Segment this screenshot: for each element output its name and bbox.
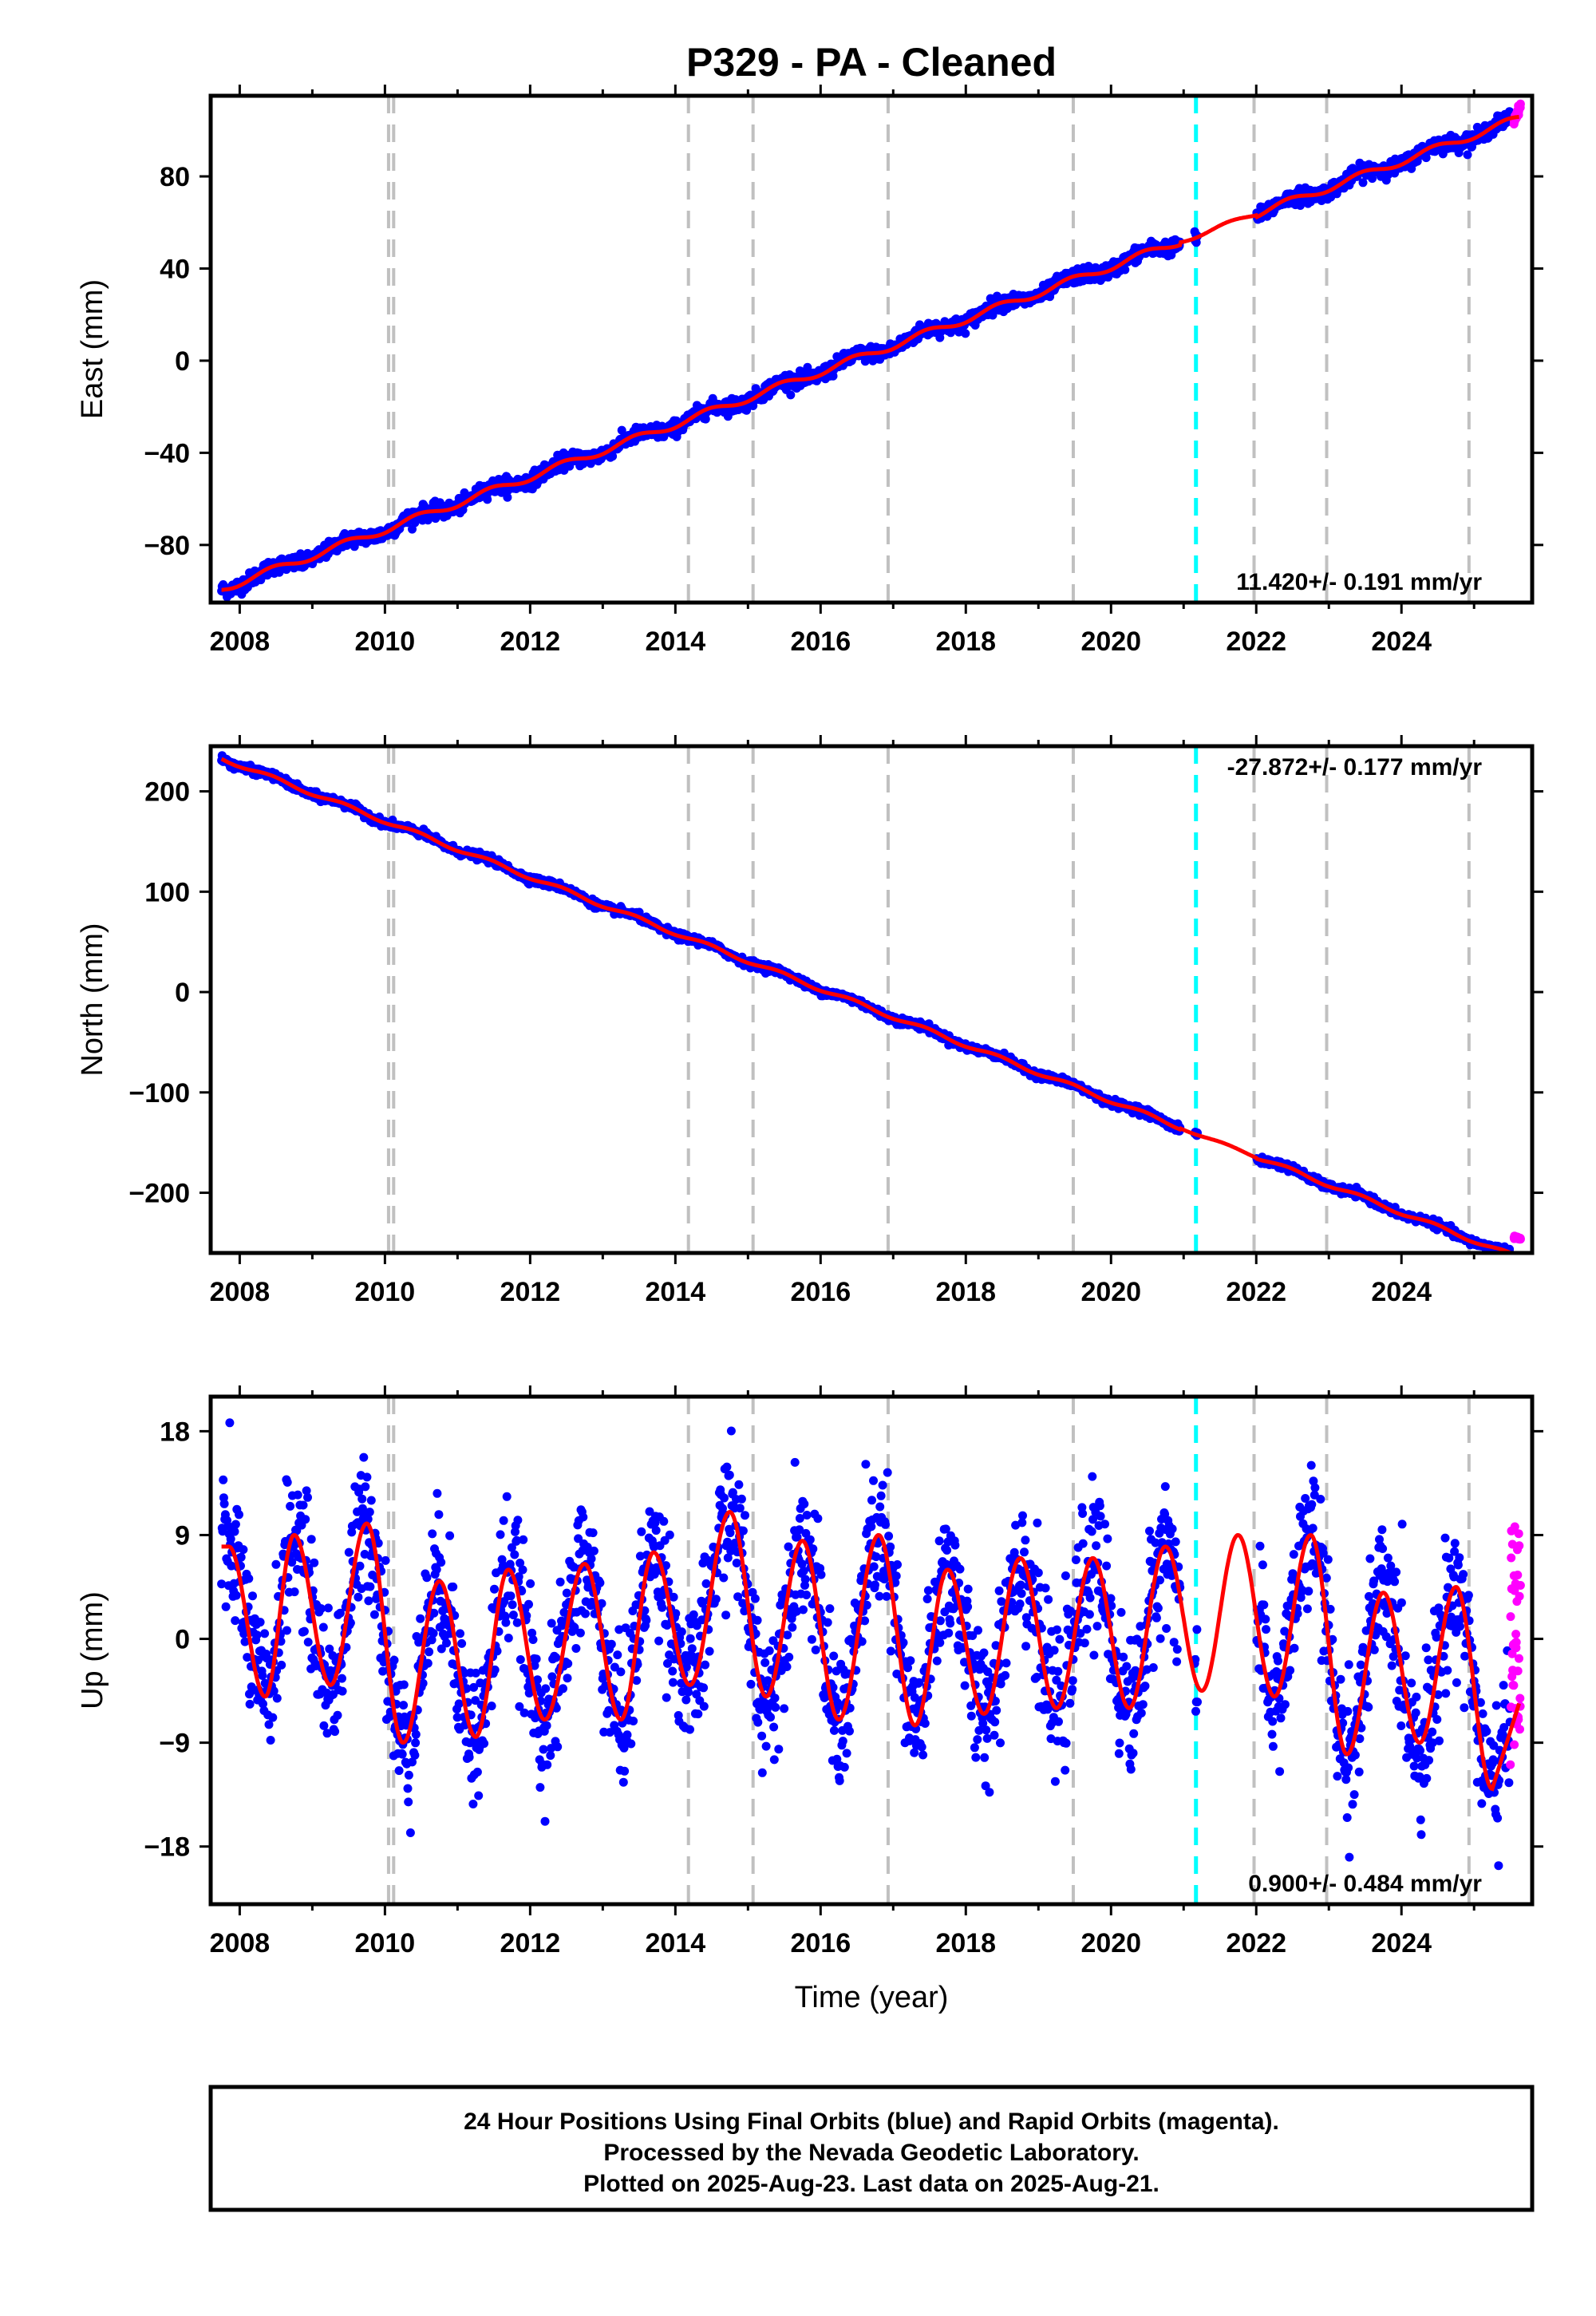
x-axis: 2008 2010 2012 2014 2016 2018 2020 2022 2024 (210, 735, 1476, 1307)
footnote-box: 24 Hour Positions Using Final Orbits (bl… (208, 2085, 1535, 2212)
x-tick-label: 2020 (1080, 1928, 1141, 1958)
y-tick-label: −18 (144, 1832, 190, 1863)
y-axis: −200 −100 0 100 200 (128, 777, 1543, 1209)
model-fit-line (220, 757, 1516, 1253)
x-tick-label: 2024 (1371, 1928, 1432, 1958)
y-axis-label: Up (mm) (76, 1591, 109, 1709)
x-tick-label: 2018 (935, 1277, 996, 1307)
y-tick-label: −40 (144, 438, 190, 468)
y-tick-label: −80 (144, 531, 190, 561)
y-tick-label: 0 (175, 978, 190, 1008)
x-tick-label: 2022 (1226, 626, 1286, 657)
y-tick-label: −9 (159, 1729, 190, 1759)
y-tick-label: 40 (160, 254, 190, 284)
x-tick-label: 2020 (1080, 626, 1141, 657)
rate-label: 0.900+/- 0.484 mm/yr (1248, 1871, 1482, 1897)
rapid-orbit-points (1509, 1231, 1525, 1244)
y-tick-label: 100 (144, 877, 190, 907)
x-tick-label: 2010 (355, 1928, 416, 1958)
x-tick-label: 2014 (646, 1277, 706, 1307)
x-tick-label: 2008 (210, 1928, 271, 1958)
rate-label: 11.420+/- 0.191 mm/yr (1236, 569, 1482, 595)
x-tick-label: 2020 (1080, 1277, 1141, 1307)
x-tick-label: 2012 (500, 626, 561, 657)
model-fit-line (221, 114, 1519, 592)
x-tick-label: 2016 (790, 1277, 851, 1307)
x-tick-label: 2008 (210, 626, 271, 657)
y-axis-label: East (mm) (76, 279, 109, 419)
x-tick-label: 2010 (355, 1277, 416, 1307)
east-panel: 2008 2010 2012 2014 2016 2018 2020 2022 2024−80−… (76, 85, 1543, 657)
chart-title: P329 - PA - Cleaned (686, 40, 1057, 85)
x-tick-label: 2018 (935, 1928, 996, 1958)
footnote-line-2: Processed by the Nevada Geodetic Laborat… (603, 2140, 1139, 2166)
plot-frame (208, 93, 1535, 605)
x-tick-label: 2024 (1371, 1277, 1432, 1307)
x-tick-label: 2018 (935, 626, 996, 657)
y-tick-label: 200 (144, 777, 190, 808)
rapid-orbit-points (1509, 99, 1525, 128)
plot-frame (208, 1394, 1535, 1907)
x-tick-label: 2016 (790, 1928, 851, 1958)
final-orbit-points (217, 1418, 1515, 1871)
x-axis-label: Time (year) (795, 1981, 949, 2014)
y-tick-label: −100 (128, 1078, 190, 1109)
up-panel: 2008 2010 2012 2014 2016 2018 2020 2022 2024−18−… (76, 1385, 1543, 1958)
x-tick-label: 2014 (646, 626, 706, 657)
x-tick-label: 2012 (500, 1928, 561, 1958)
plot-frame (208, 744, 1535, 1255)
x-tick-label: 2022 (1226, 1277, 1286, 1307)
x-tick-label: 2008 (210, 1277, 271, 1307)
y-tick-label: 9 (175, 1520, 190, 1551)
north-panel: 2008 2010 2012 2014 2016 2018 2020 2022 2024 −200… (76, 735, 1543, 1307)
y-axis: −80 −40 0 40 80 (144, 162, 1543, 561)
x-tick-label: 2010 (355, 626, 416, 657)
x-axis: 2008 2010 2012 2014 2016 2018 2020 2022 2024 (210, 85, 1476, 657)
x-tick-label: 2024 (1371, 626, 1432, 657)
y-tick-label: −200 (128, 1179, 190, 1209)
x-tick-label: 2016 (790, 626, 851, 657)
x-tick-label: 2012 (500, 1277, 561, 1307)
model-fit-line (221, 1509, 1521, 1792)
y-tick-label: 80 (160, 162, 190, 192)
x-tick-label: 2022 (1226, 1928, 1286, 1958)
footnote-line-1: 24 Hour Positions Using Final Orbits (bl… (464, 2109, 1279, 2135)
y-tick-label: 0 (175, 1625, 190, 1655)
x-axis: 2008 2010 2012 2014 2016 2018 2020 2022 2024 (210, 1385, 1476, 1958)
y-tick-label: 0 (175, 346, 190, 377)
y-axis-label: North (mm) (76, 923, 109, 1076)
rate-label: -27.872+/- 0.177 mm/yr (1227, 754, 1483, 781)
x-tick-label: 2014 (646, 1928, 706, 1958)
y-tick-label: 18 (160, 1417, 190, 1447)
y-axis: −18 −9 0 9 18 (144, 1417, 1543, 1863)
footnote-line-3: Plotted on 2025-Aug-23. Last data on 202… (583, 2171, 1159, 2197)
